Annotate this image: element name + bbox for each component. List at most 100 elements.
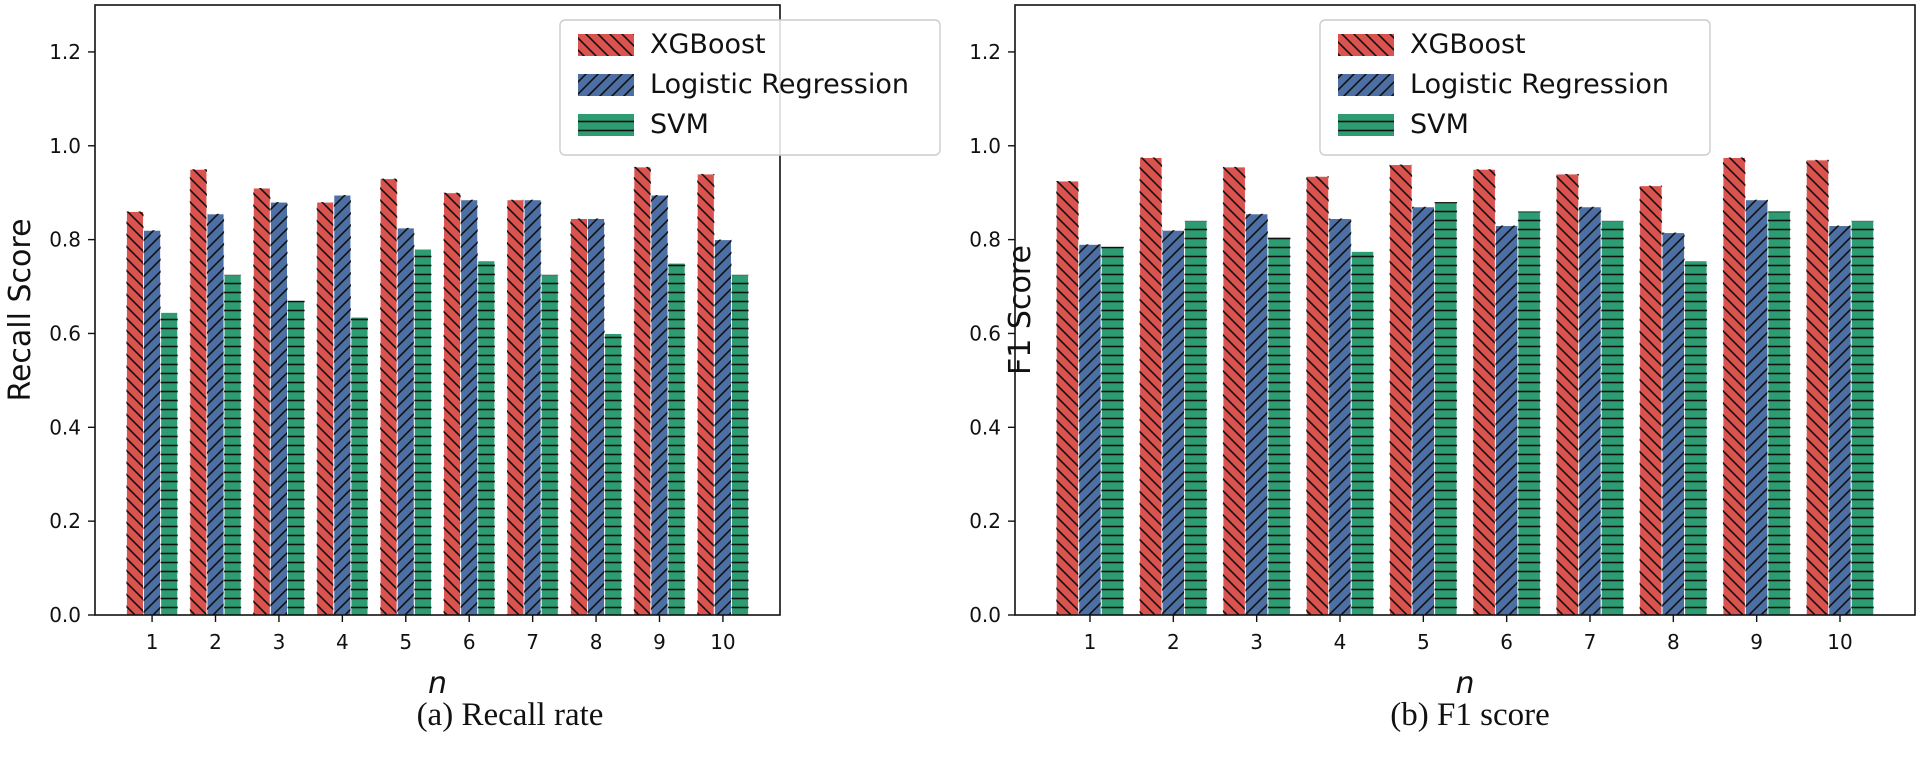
bar-hatch-svm-5 [414, 249, 432, 615]
bar-hatch-logistic-regression-10 [714, 239, 732, 615]
bar-hatch-logistic-regression-9 [1745, 199, 1768, 615]
y-tick-label-1.0: 1.0 [49, 134, 81, 158]
bar-hatch-svm-9 [668, 263, 686, 615]
bar-hatch-logistic-regression-4 [1328, 218, 1352, 615]
bar-hatch-xgboost-1 [1056, 180, 1079, 615]
y-axis-label: F1 Score [1003, 245, 1038, 375]
x-tick-label-10: 10 [1827, 630, 1852, 654]
bar-hatch-xgboost-1 [126, 211, 144, 615]
x-axis-label: n [1455, 666, 1474, 701]
x-tick-label-2: 2 [1167, 630, 1180, 654]
bar-hatch-xgboost-3 [1222, 166, 1246, 615]
bar-hatch-xgboost-2 [189, 169, 207, 615]
bar-hatch-logistic-regression-1 [143, 230, 161, 615]
bar-hatch-logistic-regression-10 [1828, 225, 1852, 616]
bar-hatch-logistic-regression-2 [1162, 230, 1185, 615]
x-tick-label-9: 9 [1750, 630, 1763, 654]
x-tick-label-1: 1 [146, 630, 159, 654]
x-tick-label-9: 9 [653, 630, 666, 654]
x-tick-label-4: 4 [1334, 630, 1347, 654]
legend-label-xgboost: XGBoost [1410, 29, 1526, 60]
bar-hatch-logistic-regression-8 [1662, 232, 1685, 616]
legend-swatch-hatch-svm [1338, 114, 1394, 136]
bar-hatch-svm-4 [1351, 251, 1374, 615]
bar-hatch-xgboost-10 [697, 173, 715, 615]
legend-label-xgboost: XGBoost [650, 29, 766, 60]
plot-frame [94, 4, 781, 616]
bar-hatch-logistic-regression-8 [587, 218, 605, 615]
x-tick-label-2: 2 [209, 630, 222, 654]
y-tick-label-0.6: 0.6 [969, 321, 1001, 345]
bar-hatch-svm-1 [160, 312, 178, 615]
y-axis-label: Recall Score [3, 218, 38, 401]
bar-hatch-logistic-regression-5 [1412, 206, 1435, 615]
bar-hatch-svm-5 [1434, 202, 1458, 616]
y-tick-label-0.4: 0.4 [969, 415, 1001, 439]
x-tick-label-1: 1 [1084, 630, 1097, 654]
x-tick-label-7: 7 [1584, 630, 1597, 654]
y-tick-label-1.2: 1.2 [969, 40, 1001, 64]
bar-hatch-logistic-regression-6 [460, 199, 478, 615]
y-tick-label-0.4: 0.4 [49, 415, 81, 439]
bar-hatch-svm-8 [1684, 260, 1708, 615]
legend-label-logistic-regression: Logistic Regression [1410, 69, 1669, 100]
bar-hatch-xgboost-9 [633, 166, 651, 615]
legend-swatch-hatch-logistic-regression [1338, 74, 1394, 96]
bar-hatch-xgboost-7 [1556, 173, 1579, 615]
bar-hatch-xgboost-3 [253, 188, 271, 615]
x-tick-label-8: 8 [590, 630, 603, 654]
chart-recall: 0.0 0.2 0.4 0.6 0.8 1.0 1.2 1 2 3 4 5 6 7 8 9 10 n Recall … [3, 4, 941, 733]
bar-hatch-xgboost-9 [1722, 157, 1746, 615]
legend-swatch-hatch-xgboost [578, 34, 634, 56]
bar-hatch-svm-6 [1517, 211, 1541, 615]
bar-hatch-xgboost-6 [443, 192, 461, 615]
bar-hatch-svm-10 [731, 274, 749, 615]
x-tick-label-6: 6 [463, 630, 476, 654]
y-tick-label-0.2: 0.2 [49, 509, 81, 533]
bar-hatch-xgboost-6 [1472, 169, 1496, 615]
bar-hatch-xgboost-4 [1306, 176, 1329, 615]
legend: XGBoost Logistic Regression SVM [559, 19, 941, 156]
bar-hatch-logistic-regression-7 [1578, 206, 1602, 615]
bar-hatch-logistic-regression-1 [1078, 244, 1102, 616]
x-tick-label-4: 4 [336, 630, 349, 654]
bar-hatch-xgboost-8 [1639, 185, 1663, 615]
y-tick-label-0.2: 0.2 [969, 509, 1001, 533]
y-tick-label-0.8: 0.8 [49, 228, 81, 252]
y-tick-label-0.8: 0.8 [969, 228, 1001, 252]
chart-f1: 0.0 0.2 0.4 0.6 0.8 1.0 1.2 1 2 3 4 5 6 7 8 9 10 n F1 Scor… [969, 4, 1916, 733]
x-tick-label-6: 6 [1500, 630, 1513, 654]
bar-hatch-xgboost-5 [380, 178, 398, 615]
y-tick-label-0.6: 0.6 [49, 321, 81, 345]
legend: XGBoost Logistic Regression SVM [1319, 19, 1711, 156]
x-tick-label-8: 8 [1667, 630, 1680, 654]
bar-hatch-svm-3 [1267, 237, 1291, 615]
x-tick-label-5: 5 [399, 630, 412, 654]
bar-hatch-logistic-regression-9 [650, 195, 669, 616]
legend-label-svm: SVM [1410, 109, 1469, 140]
bar-hatch-svm-7 [1601, 220, 1624, 615]
plot-frame [1014, 4, 1916, 616]
bar-hatch-logistic-regression-3 [1245, 213, 1268, 616]
bar-hatch-svm-2 [1184, 220, 1208, 615]
bar-hatch-svm-6 [477, 260, 495, 615]
bar-hatch-svm-7 [541, 274, 559, 615]
bar-hatch-xgboost-5 [1389, 164, 1413, 616]
figure-caption: (b) F1 score [1390, 697, 1549, 733]
y-tick-label-1.2: 1.2 [49, 40, 81, 64]
bar-hatch-logistic-regression-7 [524, 199, 542, 615]
bar-hatch-logistic-regression-4 [333, 195, 351, 616]
y-tick-label-1.0: 1.0 [969, 134, 1001, 158]
bar-hatch-xgboost-4 [316, 202, 334, 616]
legend-box [1319, 19, 1711, 156]
figure-caption: (a) Recall rate [417, 697, 604, 733]
legend-swatch-hatch-svm [578, 114, 634, 136]
x-axis-label: n [428, 666, 447, 701]
bar-hatch-logistic-regression-2 [206, 213, 225, 616]
bar-hatch-logistic-regression-5 [397, 227, 415, 615]
bar-hatch-svm-4 [350, 317, 369, 615]
legend-box [559, 19, 941, 156]
bar-hatch-svm-8 [604, 333, 622, 615]
